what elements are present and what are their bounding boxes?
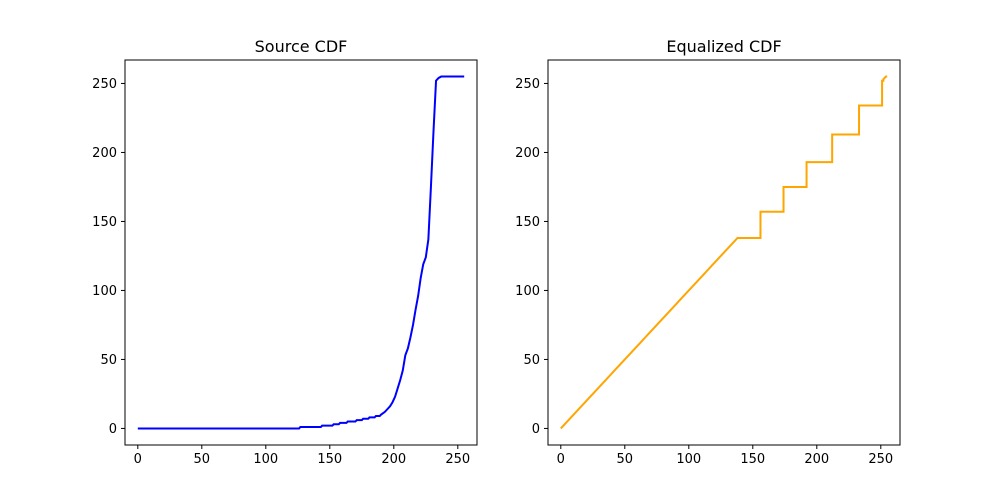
x-axis: 0 50 100 150 200 250: [557, 445, 893, 467]
x-axis: 0 50 100 150 200 250: [134, 445, 470, 467]
chart-title: Equalized CDF: [666, 37, 781, 56]
y-tick-label: 250: [515, 77, 540, 92]
x-tick-label: 200: [804, 452, 829, 467]
plot-area: 0 50 100 150 200 250 0 50 100 150 200 250: [92, 59, 478, 467]
y-axis: 0 50 100 150 200 250: [515, 77, 548, 437]
axes-frame: [124, 59, 478, 446]
x-tick-label: 250: [445, 452, 470, 467]
x-tick-label: 0: [557, 452, 565, 467]
x-tick-label: 100: [253, 452, 278, 467]
y-tick-label: 150: [92, 215, 117, 230]
y-tick-label: 50: [100, 353, 117, 368]
x-tick-label: 50: [617, 452, 634, 467]
axes-frame: [547, 59, 901, 446]
chart-equalized-cdf: Equalized CDF 0 50 100 150 200 250 0 50 100 150 2…: [515, 37, 901, 467]
x-tick-label: 50: [194, 452, 211, 467]
y-tick-label: 250: [92, 77, 117, 92]
y-tick-label: 200: [92, 146, 117, 161]
x-tick-label: 0: [134, 452, 142, 467]
y-tick-label: 200: [515, 146, 540, 161]
chart-source-cdf: Source CDF 0 50 100 150 200 250 0 50 100 150 200 2…: [92, 37, 478, 467]
y-tick-label: 150: [515, 215, 540, 230]
y-tick-label: 0: [532, 422, 540, 437]
x-tick-label: 200: [381, 452, 406, 467]
y-tick-label: 0: [109, 422, 117, 437]
x-tick-label: 150: [317, 452, 342, 467]
y-tick-label: 50: [523, 353, 540, 368]
y-tick-label: 100: [515, 284, 540, 299]
series-line-equalized-cdf: [560, 75, 888, 430]
chart-title: Source CDF: [255, 37, 348, 56]
y-axis: 0 50 100 150 200 250: [92, 77, 125, 437]
y-tick-label: 100: [92, 284, 117, 299]
x-tick-label: 150: [740, 452, 765, 467]
series-line-source-cdf: [137, 75, 465, 430]
x-tick-label: 100: [676, 452, 701, 467]
plot-area: 0 50 100 150 200 250 0 50 100 150 200 250: [515, 59, 901, 467]
x-tick-label: 250: [868, 452, 893, 467]
